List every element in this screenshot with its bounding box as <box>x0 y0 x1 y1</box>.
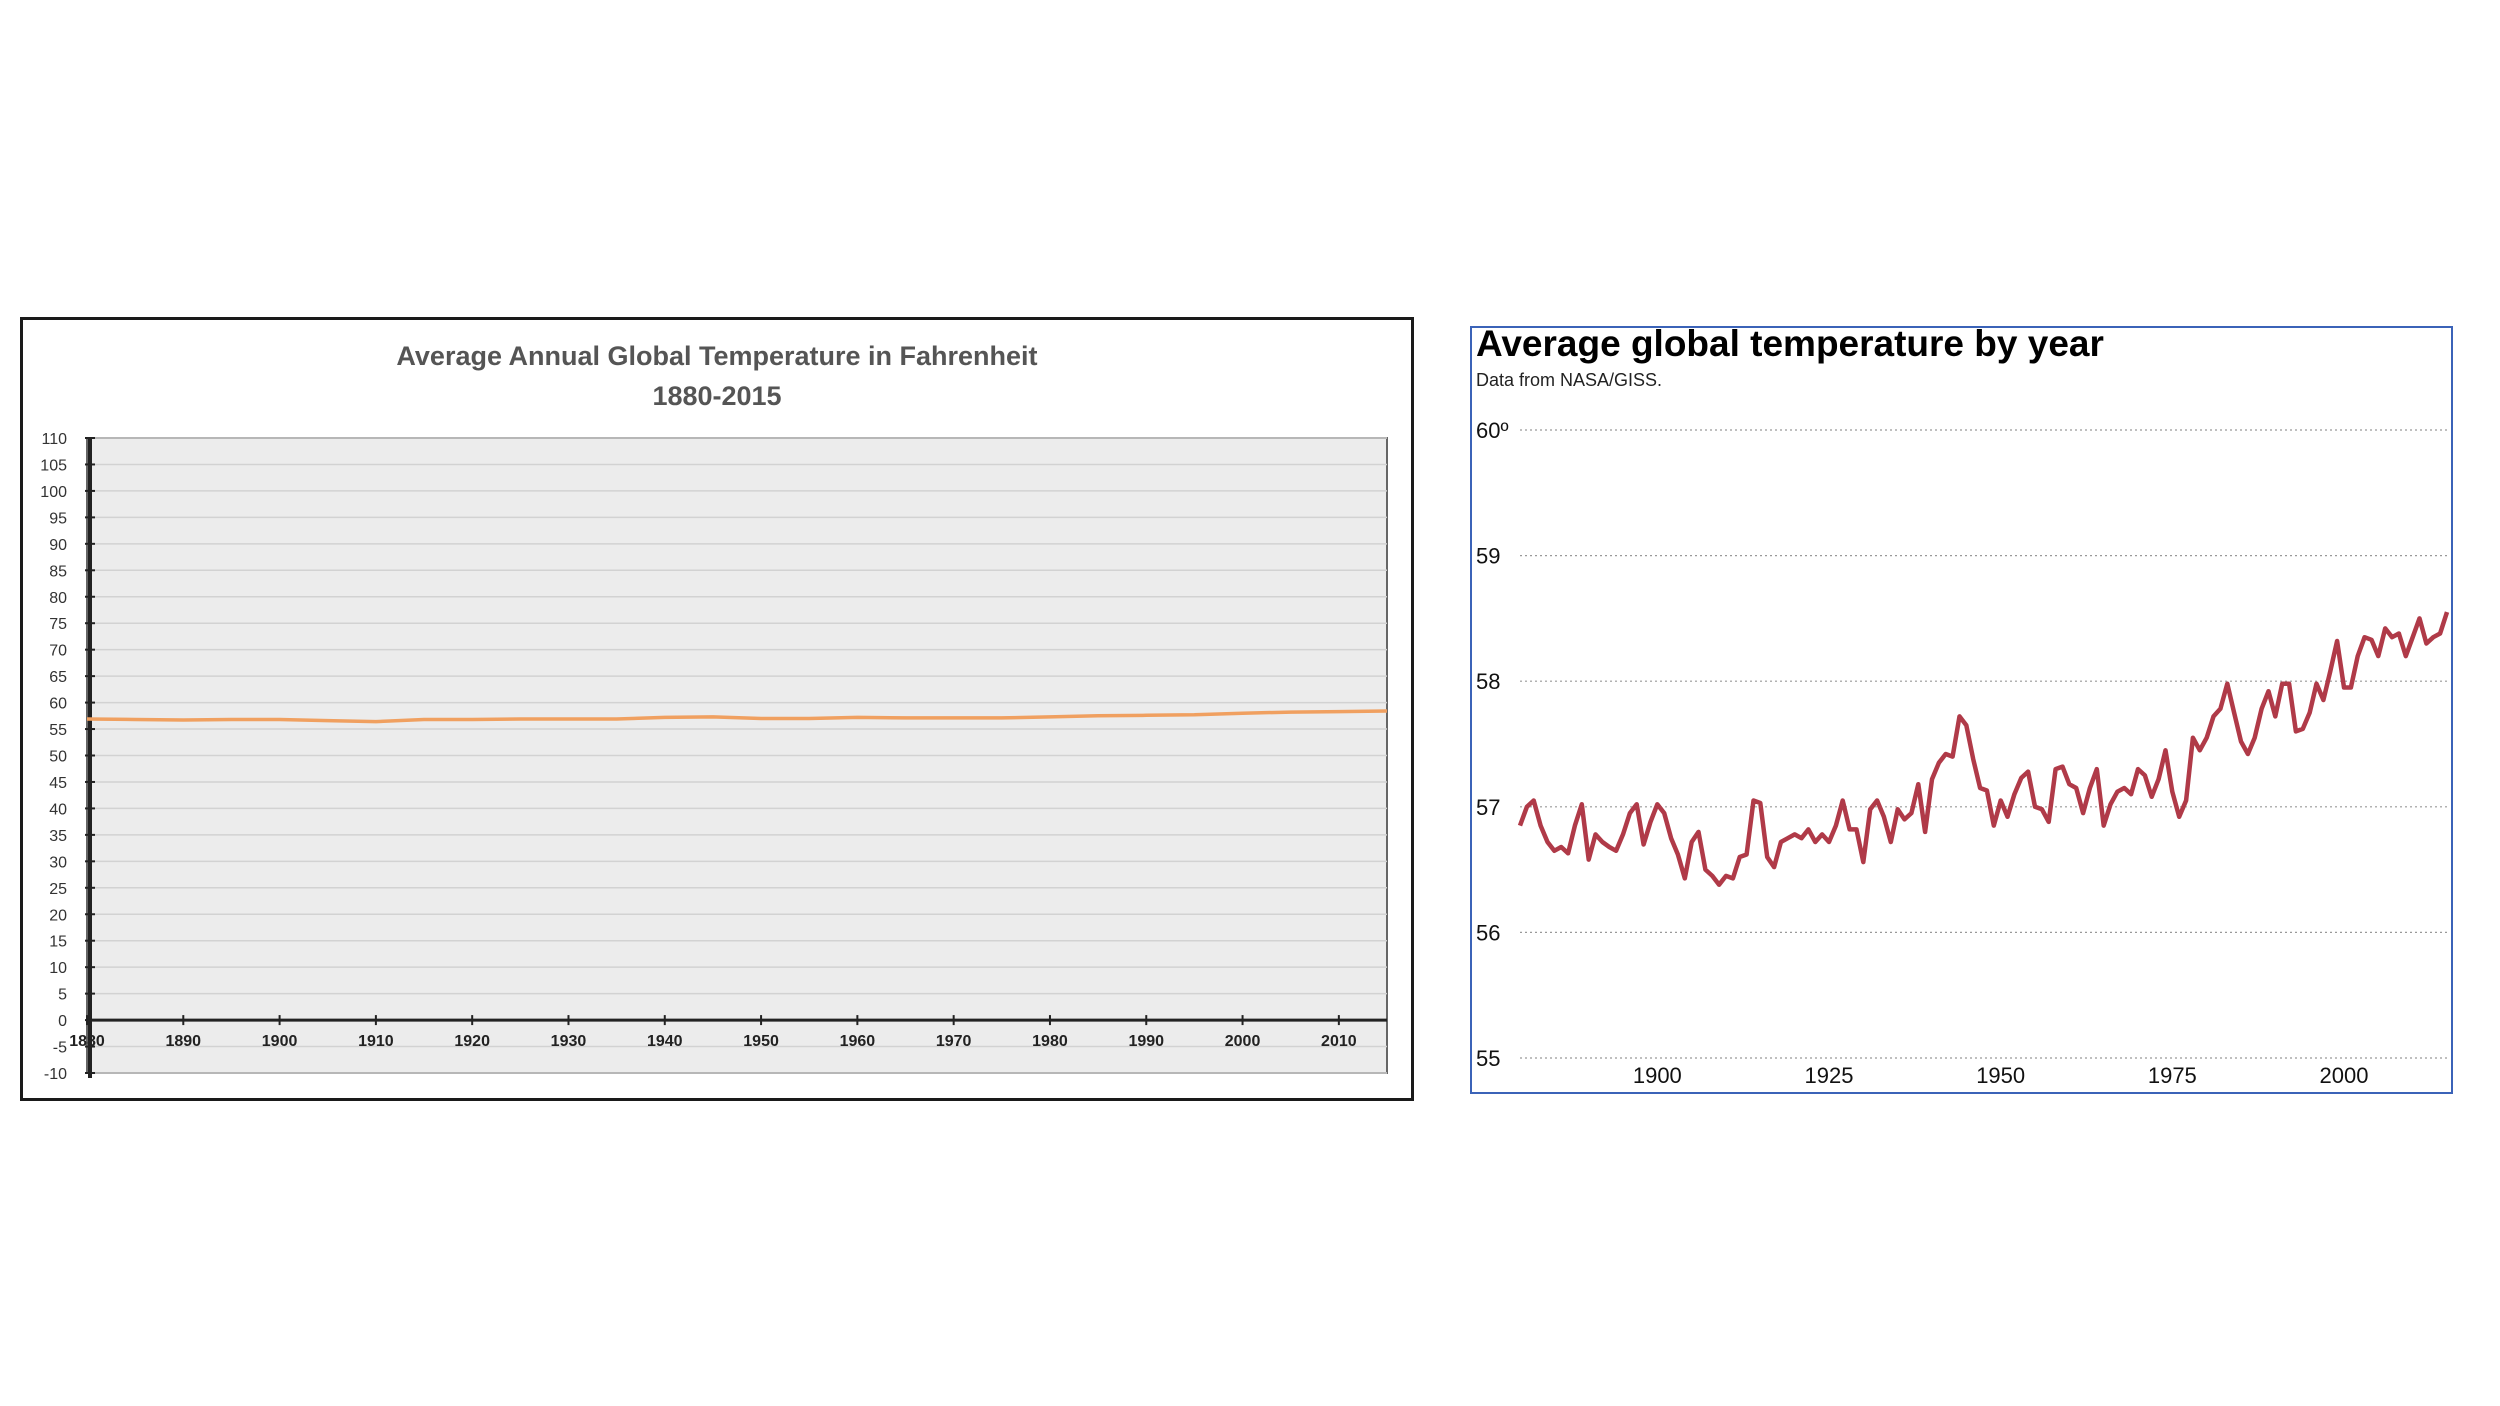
temperature-by-year-chart-panel: Average global temperature by year Data … <box>1470 326 2453 1094</box>
left-y-tick-label: 85 <box>49 563 67 580</box>
right-y-tick-label: 56 <box>1476 920 1500 945</box>
fahrenheit-chart-panel: Average Annual Global Temperature in Fah… <box>20 317 1414 1101</box>
left-chart-subtitle: 1880-2015 <box>652 381 781 411</box>
left-y-tick-label: 95 <box>49 510 67 527</box>
right-chart-subtitle: Data from NASA/GISS. <box>1476 370 1662 390</box>
left-y-tick-label: 80 <box>49 590 67 607</box>
left-y-tick-label: 10 <box>49 960 67 977</box>
left-x-tick-label: 1950 <box>743 1033 779 1050</box>
left-temperature-line <box>86 709 1388 724</box>
temperature-by-year-chart: Average global temperature by year Data … <box>1476 328 2450 1088</box>
left-x-tick-label: 1940 <box>647 1033 683 1050</box>
left-x-tick-labels: 1880 1890 1900 1910 1920 1930 1940 1950 1960 1970… <box>69 1033 1357 1050</box>
right-x-tick-label: 1900 <box>1633 1063 1682 1088</box>
left-y-tick-label: 35 <box>49 828 67 845</box>
right-gridlines <box>1520 429 2447 1059</box>
right-x-tick-label: 1950 <box>1976 1063 2025 1088</box>
left-y-tick-label: 15 <box>49 934 67 951</box>
fahrenheit-chart: Average Annual Global Temperature in Fah… <box>40 341 1388 1083</box>
right-y-tick-label: 55 <box>1476 1046 1500 1071</box>
left-y-tick-label: 40 <box>49 801 67 818</box>
left-y-tick-label: 65 <box>49 669 67 686</box>
left-y-tick-label: -5 <box>53 1040 67 1057</box>
right-y-tick-label: 58 <box>1476 669 1500 694</box>
left-y-tick-label: 55 <box>49 722 67 739</box>
left-y-tick-label: 30 <box>49 854 67 871</box>
right-chart-title: Average global temperature by year <box>1476 328 2104 364</box>
left-y-tick-label: 90 <box>49 537 67 554</box>
right-y-tick-label: 59 <box>1476 544 1500 569</box>
left-x-tick-label: 1880 <box>69 1033 105 1050</box>
right-y-tick-label: 57 <box>1476 795 1500 820</box>
left-y-tick-label: 0 <box>58 1013 67 1030</box>
left-x-tick-label: 1990 <box>1128 1033 1164 1050</box>
right-x-tick-label: 1975 <box>2148 1063 2197 1088</box>
left-y-tick-label: 45 <box>49 775 67 792</box>
left-x-tick-label: 2000 <box>1225 1033 1261 1050</box>
left-x-tick-label: 1960 <box>840 1033 876 1050</box>
left-y-tick-label: 50 <box>49 749 67 766</box>
right-x-tick-label: 2000 <box>2320 1063 2369 1088</box>
left-y-tick-labels: -10 -5 0 5 10 15 20 25 30 35 40 45 50 55 60 65 70 75 80 85 9… <box>40 431 67 1083</box>
left-y-tick-label: 20 <box>49 907 67 924</box>
left-y-tick-label: -10 <box>44 1066 67 1083</box>
left-x-tick-label: 1900 <box>262 1033 298 1050</box>
left-y-tick-label: 110 <box>41 431 67 448</box>
left-y-tick-label: 5 <box>58 987 67 1004</box>
left-y-tick-label: 60 <box>49 696 67 713</box>
left-x-tick-label: 2010 <box>1321 1033 1357 1050</box>
left-x-tick-label: 1910 <box>358 1033 394 1050</box>
left-x-tick-label: 1920 <box>454 1033 490 1050</box>
right-x-tick-labels: 1900 1925 1950 1975 2000 <box>1633 1063 2369 1088</box>
right-temperature-line <box>1517 611 2450 887</box>
right-x-tick-label: 1925 <box>1805 1063 1854 1088</box>
left-x-tick-label: 1930 <box>551 1033 587 1050</box>
left-y-tick-label: 25 <box>49 881 67 898</box>
left-y-tick-label: 70 <box>49 643 67 660</box>
left-x-tick-label: 1980 <box>1032 1033 1068 1050</box>
left-y-tick-label: 105 <box>40 457 67 474</box>
left-x-tick-label: 1890 <box>165 1033 201 1050</box>
right-y-tick-label: 60º <box>1476 418 1509 443</box>
left-x-tick-label: 1970 <box>936 1033 972 1050</box>
left-y-tick-label: 100 <box>40 484 67 501</box>
left-y-tick-label: 75 <box>49 616 67 633</box>
left-axes <box>85 437 1387 1078</box>
left-gridlines <box>87 437 1387 1074</box>
left-chart-title: Average Annual Global Temperature in Fah… <box>396 341 1037 371</box>
right-y-tick-labels: 55 56 57 58 59 60º <box>1476 418 1509 1071</box>
